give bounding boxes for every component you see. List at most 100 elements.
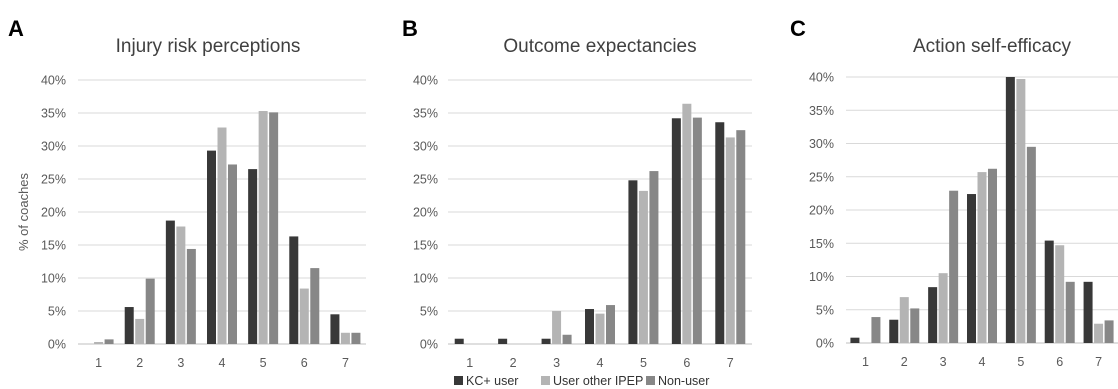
y-tick-label: 40%	[413, 74, 438, 88]
y-tick-label: 0%	[420, 338, 438, 352]
y-tick-label: 10%	[809, 270, 834, 284]
x-tick-label: 3	[177, 356, 184, 370]
bar-a-2-series-1	[124, 307, 134, 344]
x-tick-label: 1	[466, 356, 473, 370]
x-tick-label: 5	[1017, 355, 1024, 369]
bar-c-3-series-1	[928, 287, 938, 343]
x-tick-label: 4	[979, 355, 986, 369]
y-tick-label: 15%	[413, 239, 438, 253]
panel-letter: C	[790, 16, 806, 41]
bar-a-2-series-3	[145, 278, 155, 344]
bar-c-2-series-2	[899, 297, 909, 343]
bar-b-6-series-3	[692, 117, 702, 345]
y-tick-label: 0%	[816, 337, 834, 351]
bar-c-2-series-3	[910, 308, 920, 343]
chart-panel-a: A Injury risk perceptions % of coaches 0% 5%…	[8, 16, 366, 370]
bar-c-5-series-2	[1016, 78, 1026, 344]
y-tick-label: 20%	[809, 204, 834, 218]
bar-c-6-series-2	[1055, 245, 1065, 343]
x-tick-label: 3	[553, 356, 560, 370]
x-tick-label: 1	[95, 356, 102, 370]
bar-b-3-series-3	[562, 334, 572, 344]
bar-a-4-series-3	[228, 164, 237, 344]
bar-a-7-series-1	[330, 314, 340, 344]
bar-b-5-series-1	[628, 180, 638, 344]
bar-c-7-series-3	[1104, 320, 1114, 343]
x-tick-label: 2	[901, 355, 908, 369]
bar-c-1-series-3	[871, 317, 881, 343]
y-tick-label: 0%	[48, 338, 66, 352]
chart-title: Action self-efficacy	[913, 36, 1072, 57]
y-tick-label: 15%	[41, 239, 66, 253]
y-tick-label: 25%	[413, 173, 438, 187]
bar-b-1-series-1	[454, 338, 464, 344]
bar-b-2-series-1	[498, 338, 508, 344]
x-tick-label: 7	[727, 356, 734, 370]
bar-a-4-series-2	[217, 127, 227, 345]
bar-b-7-series-3	[736, 130, 746, 344]
chart-title: Injury risk perceptions	[116, 36, 301, 57]
bar-c-7-series-1	[1083, 281, 1093, 343]
y-tick-label: 35%	[41, 107, 66, 121]
legend-swatch	[646, 376, 655, 385]
bar-c-1-series-1	[850, 337, 860, 343]
y-tick-label: 35%	[809, 104, 834, 118]
legend-label: KC+ user	[466, 374, 518, 388]
bar-a-6-series-2	[299, 288, 309, 344]
y-tick-label: 20%	[413, 206, 438, 220]
bar-a-7-series-3	[351, 332, 361, 344]
bar-b-4-series-2	[595, 313, 605, 344]
bar-c-6-series-1	[1044, 240, 1054, 343]
bar-a-1-series-2	[94, 342, 104, 344]
bar-a-5-series-3	[269, 112, 279, 344]
y-tick-label: 25%	[41, 173, 66, 187]
bar-a-1-series-3	[104, 339, 114, 344]
bar-a-6-series-3	[310, 268, 320, 344]
bar-a-5-series-2	[258, 111, 268, 345]
bar-c-7-series-2	[1094, 323, 1104, 343]
bar-c-6-series-3	[1065, 281, 1075, 343]
legend-label: Non-user	[658, 374, 709, 388]
bar-a-2-series-2	[135, 318, 145, 344]
y-tick-label: 30%	[413, 140, 438, 154]
bar-b-6-series-2	[682, 103, 692, 344]
bar-b-5-series-2	[638, 190, 648, 344]
bar-a-3-series-1	[165, 220, 175, 344]
bar-c-5-series-3	[1026, 146, 1036, 343]
bar-b-6-series-1	[671, 118, 681, 344]
bar-a-6-series-1	[289, 236, 299, 344]
bar-c-2-series-1	[889, 319, 899, 343]
panel-letter: B	[402, 16, 418, 41]
y-tick-label: 15%	[809, 237, 834, 251]
bar-c-3-series-2	[938, 273, 948, 343]
y-tick-label: 40%	[41, 74, 66, 88]
bar-c-4-series-1	[967, 194, 976, 343]
bar-b-5-series-3	[649, 171, 659, 344]
bar-b-7-series-2	[725, 137, 735, 344]
bar-a-4-series-1	[207, 150, 216, 344]
y-tick-label: 30%	[809, 137, 834, 151]
bar-a-3-series-2	[176, 226, 186, 344]
bar-a-7-series-2	[340, 332, 350, 344]
y-tick-label: 5%	[48, 305, 66, 319]
legend-label: User other IPEP	[553, 374, 643, 388]
x-tick-label: 6	[683, 356, 690, 370]
y-tick-label: 35%	[413, 107, 438, 121]
bar-b-3-series-2	[552, 311, 562, 344]
x-tick-label: 2	[510, 356, 517, 370]
x-tick-label: 5	[640, 356, 647, 370]
y-tick-label: 10%	[41, 272, 66, 286]
chart-panel-b: B Outcome expectancies 0% 5% 10% 15% 20% 25% 30%…	[402, 16, 752, 370]
panel-letter: A	[8, 16, 24, 41]
legend-swatch	[454, 376, 463, 385]
x-tick-label: 6	[301, 356, 308, 370]
bar-c-4-series-3	[988, 168, 997, 343]
bar-a-3-series-3	[186, 248, 196, 344]
y-tick-label: 5%	[816, 303, 834, 317]
x-tick-label: 6	[1056, 355, 1063, 369]
legend: KC+ user User other IPEP Non-user	[454, 374, 709, 388]
bar-c-3-series-3	[949, 190, 959, 343]
y-tick-label: 30%	[41, 140, 66, 154]
x-tick-label: 7	[342, 356, 349, 370]
